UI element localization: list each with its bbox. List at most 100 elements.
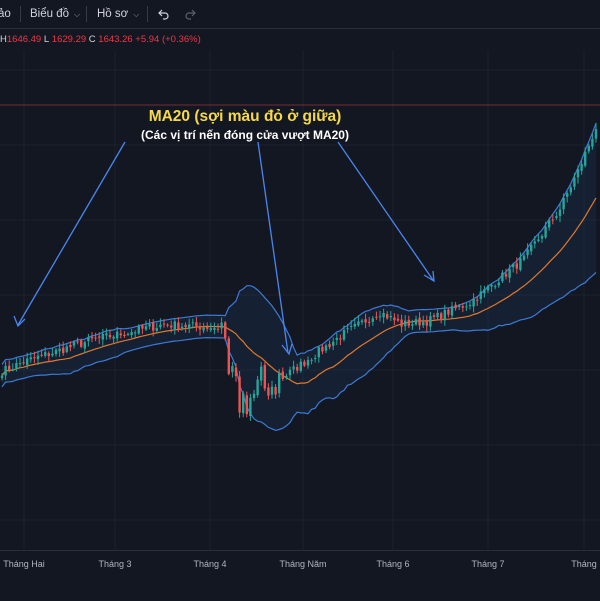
candle — [195, 322, 198, 327]
ohlc-l-value: 1629.29 — [51, 34, 87, 45]
candle — [198, 327, 202, 330]
candle — [116, 331, 119, 339]
x-axis: Tháng Hai Tháng 3 Tháng 4 Tháng Năm Tháng 6 T… — [0, 550, 600, 601]
candle — [155, 327, 158, 331]
candle — [281, 371, 284, 379]
candle — [130, 332, 133, 336]
candle — [497, 282, 500, 286]
candle — [346, 328, 349, 330]
candle — [440, 313, 443, 320]
ohlc-h-label: H — [0, 34, 7, 45]
candle — [472, 299, 475, 307]
candle — [11, 369, 14, 371]
candle — [54, 349, 58, 355]
candle — [447, 309, 450, 315]
candle — [342, 330, 346, 340]
candle — [8, 365, 11, 370]
candle — [159, 324, 162, 328]
candle — [162, 323, 166, 325]
candle — [213, 327, 216, 330]
candle — [83, 342, 86, 349]
toolbar-item-partial[interactable]: ảo — [0, 8, 11, 20]
x-tick-label: Tháng 4 — [193, 559, 227, 569]
undo-button[interactable] — [158, 0, 172, 28]
candle — [270, 386, 274, 395]
candle — [152, 322, 155, 331]
candle — [393, 317, 396, 321]
candle — [454, 304, 457, 309]
chart-grid — [0, 50, 600, 550]
candle — [206, 327, 209, 329]
candle — [72, 342, 76, 346]
candle — [220, 322, 223, 329]
candle — [292, 366, 295, 370]
candle — [508, 268, 511, 278]
candle — [533, 241, 536, 244]
ohlc-legend: H1646.49 L 1629.29 C 1643.26 +5.94 (+0.3… — [0, 34, 201, 48]
chart-menu-label: Biểu đồ — [30, 8, 70, 20]
chevron-down-icon: ⌵ — [133, 10, 140, 19]
candle — [501, 272, 504, 282]
candle — [335, 338, 338, 340]
redo-button[interactable] — [184, 0, 198, 28]
candle — [202, 327, 205, 331]
candle — [180, 326, 184, 328]
candle — [450, 306, 454, 316]
candle — [537, 239, 540, 242]
candle — [494, 286, 497, 288]
bollinger-band-fill — [2, 123, 596, 431]
candle — [371, 318, 374, 322]
annotation-arrow — [337, 141, 434, 281]
arrow-head-icon — [423, 270, 435, 283]
candle — [418, 317, 421, 326]
candles — [0, 122, 598, 422]
candle — [108, 334, 112, 338]
candle — [209, 328, 212, 331]
candle — [425, 320, 428, 326]
candle — [515, 263, 518, 269]
ohlc-c-label: C — [88, 34, 96, 45]
candle — [540, 235, 544, 239]
candle — [170, 325, 173, 328]
candle — [303, 361, 306, 366]
candle — [177, 322, 180, 330]
arrow-head-icon — [13, 315, 26, 328]
price-chart[interactable] — [0, 50, 600, 550]
candle — [364, 319, 367, 323]
candle — [4, 366, 7, 376]
candle — [242, 393, 245, 414]
candle — [324, 345, 328, 351]
candle — [443, 309, 446, 321]
chevron-down-icon: ⌵ — [74, 10, 81, 19]
candle — [569, 187, 572, 193]
candle — [350, 325, 353, 327]
candle — [80, 340, 83, 347]
candle — [285, 375, 288, 378]
candle — [339, 338, 342, 340]
candle — [504, 273, 508, 277]
candle — [22, 362, 25, 364]
chart-menu-button[interactable]: Biểu đồ ⌵ — [30, 0, 80, 28]
candle — [548, 220, 551, 228]
candle — [90, 337, 94, 339]
candle — [191, 322, 194, 324]
toolbar-separator — [86, 6, 87, 22]
candle — [314, 357, 317, 359]
candle — [306, 360, 310, 366]
top-toolbar: ảo Biểu đồ ⌵ Hồ sơ ⌵ — [0, 0, 600, 29]
candle — [288, 369, 292, 376]
candle — [184, 324, 187, 327]
candle — [238, 376, 241, 413]
candle — [414, 319, 418, 325]
candle — [148, 324, 151, 327]
candle — [530, 244, 533, 252]
candle — [274, 386, 277, 395]
candle — [249, 397, 252, 417]
candle — [328, 343, 331, 348]
candle — [65, 346, 68, 352]
profile-menu-button[interactable]: Hồ sơ ⌵ — [97, 0, 139, 28]
candle — [566, 193, 569, 197]
x-tick-label: Tháng Năm — [279, 559, 327, 569]
candle — [479, 291, 482, 300]
candle — [141, 325, 144, 329]
